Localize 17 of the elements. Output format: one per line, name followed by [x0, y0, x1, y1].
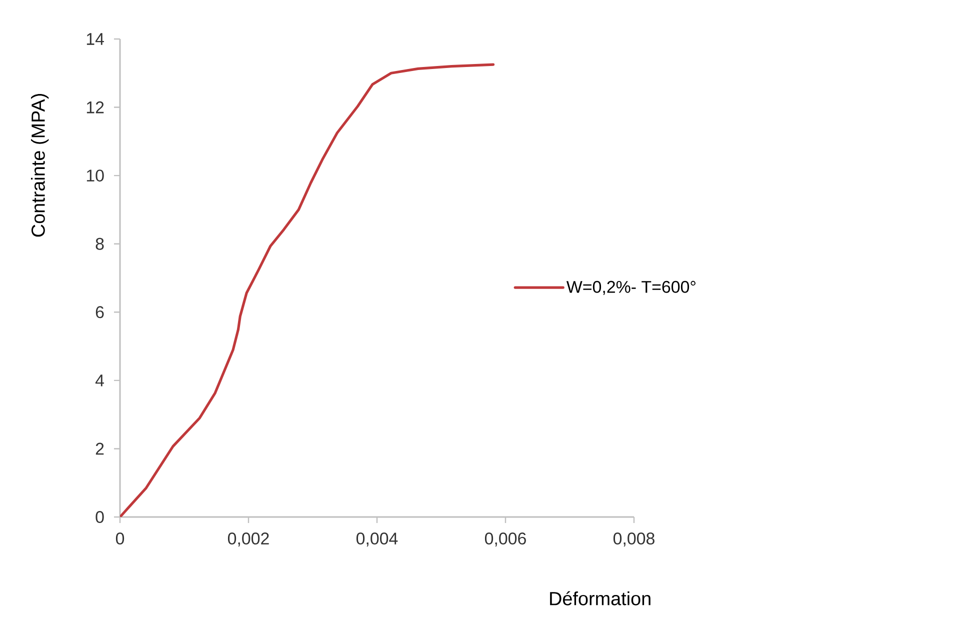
x-tick-label: 0	[116, 532, 124, 545]
y-tick-label: 4	[95, 374, 104, 386]
y-tick-label: 12	[86, 101, 104, 114]
y-tick-label: 6	[96, 306, 104, 318]
y-tick-label: 10	[86, 170, 104, 182]
x-tick-label: 0,006	[484, 532, 526, 547]
y-tick-label: 8	[96, 238, 104, 250]
x-tick-label: 0,002	[228, 532, 269, 547]
line-series	[120, 63, 495, 517]
legend-label: W=0,2%- T=600°	[566, 280, 696, 295]
y-tick-label: 14	[86, 33, 104, 45]
x-tick-label: 0,004	[356, 532, 398, 547]
y-tick-label: 2	[96, 442, 104, 455]
x-tick-label: 0,008	[613, 532, 654, 547]
y-tick-label: 0	[96, 511, 104, 523]
y-axis-title: Contrainte (MPA)	[30, 94, 49, 237]
x-axis-title: Déformation	[550, 591, 650, 606]
